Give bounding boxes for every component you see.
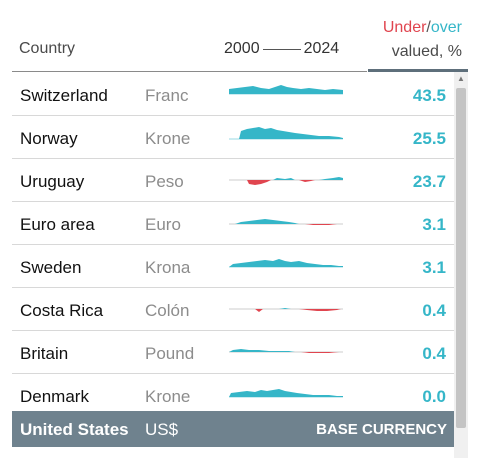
valuation-value: 0.4 (422, 301, 446, 320)
country-name: Britain (20, 344, 69, 363)
country-name: Euro area (20, 215, 95, 234)
base-currency-label: BASE CURRENCY (316, 421, 447, 438)
table-row[interactable]: Uruguay Peso 23.7 (12, 159, 454, 202)
currency-name: Franc (145, 86, 189, 105)
sparkline (229, 349, 343, 353)
year-range-header: 2000 2024 (224, 40, 339, 58)
table-row[interactable]: Sweden Krona 3.1 (12, 245, 454, 288)
currency-name: Euro (145, 215, 181, 234)
sparkline (229, 85, 343, 95)
country-name: Norway (20, 129, 78, 148)
country-name: Denmark (20, 387, 89, 406)
currency-name: Krone (145, 129, 191, 148)
sparkline (229, 389, 343, 398)
valuation-value: 23.7 (412, 172, 446, 191)
currency-name: Peso (145, 172, 184, 191)
sparkline (229, 219, 343, 225)
table-row[interactable]: Britain Pound 0.4 (12, 331, 454, 374)
valuation-value: 3.1 (422, 215, 446, 234)
country-name: Costa Rica (20, 301, 104, 320)
sparkline (229, 177, 343, 185)
country-table: Switzerland Franc 43.5 Norway Krone 25.5… (12, 73, 454, 417)
slash-label: / (426, 19, 431, 36)
header-divider (12, 71, 367, 72)
triangle-up-icon[interactable]: ▲ (457, 74, 465, 83)
sparkline (229, 127, 343, 140)
table-row[interactable]: Norway Krone 25.5 (12, 116, 454, 159)
table-row[interactable]: Euro area Euro 3.1 (12, 202, 454, 245)
currency-name: Colón (145, 301, 190, 320)
over-label: over (430, 19, 462, 36)
sparkline (229, 308, 343, 312)
base-currency-name: US$ (145, 420, 179, 439)
year-range-line (262, 48, 301, 50)
valuation-value: 0.0 (422, 387, 446, 406)
table-row[interactable]: Denmark Krone 0.0 (12, 374, 454, 417)
sorted-column-indicator (368, 69, 468, 72)
country-name: Sweden (20, 258, 82, 277)
table-header: Country 2000 2024 Under/over valued, % (0, 0, 480, 72)
under-label: Under (382, 19, 427, 36)
valuation-value: 3.1 (422, 258, 446, 277)
table-row[interactable]: Switzerland Franc 43.5 (12, 73, 454, 116)
base-country-name: United States (20, 420, 129, 439)
valuation-column-header[interactable]: Under/over valued, % (383, 16, 462, 64)
currency-name: Pound (145, 344, 195, 363)
base-currency-row[interactable]: United States US$ BASE CURRENCY (12, 411, 454, 447)
valuation-value: 25.5 (412, 129, 446, 148)
scrollbar-thumb[interactable] (456, 88, 466, 428)
country-column-header[interactable]: Country (19, 40, 76, 57)
valuation-value: 43.5 (412, 86, 446, 105)
valuation-value: 0.4 (422, 344, 446, 363)
table-row[interactable]: Costa Rica Colón 0.4 (12, 288, 454, 331)
vertical-scrollbar[interactable]: ▲ (454, 72, 468, 458)
currency-name: Krona (145, 258, 191, 277)
country-name: Uruguay (20, 172, 85, 191)
valued-label: valued, % (391, 43, 462, 60)
year-start: 2000 (224, 40, 260, 57)
country-name: Switzerland (20, 86, 108, 105)
year-end: 2024 (303, 40, 340, 57)
currency-name: Krone (145, 387, 191, 406)
sparkline (229, 259, 343, 268)
